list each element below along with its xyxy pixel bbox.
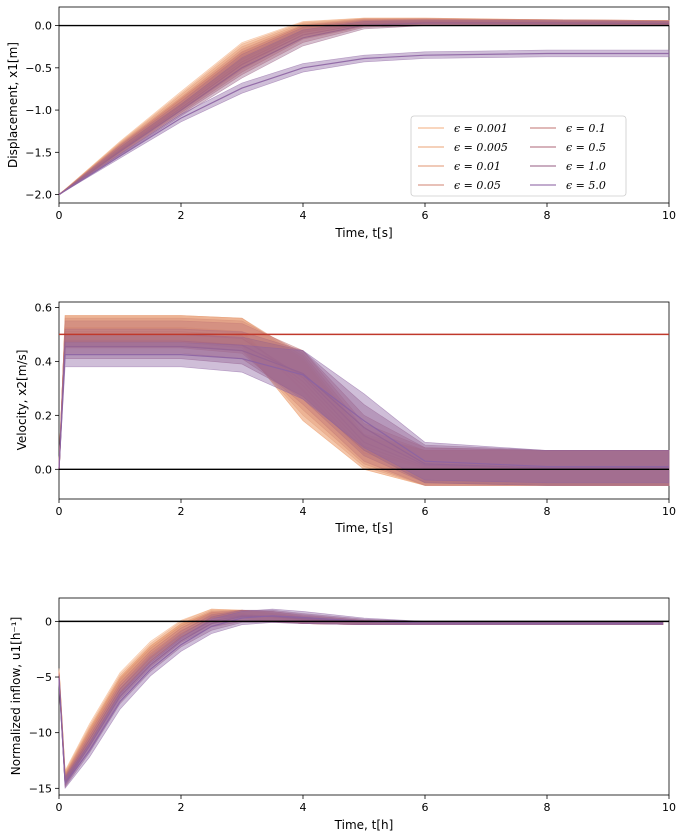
x-tick-label: 2: [178, 505, 185, 518]
y-tick-label: −2.0: [25, 189, 52, 202]
x-tick-label: 2: [178, 801, 185, 814]
x-tick-label: 10: [662, 505, 676, 518]
x-tick-label: 4: [300, 209, 307, 222]
series-bands: [58, 17, 670, 196]
tick-marks: 0 2 4 6 8 10 0.0 0.2 0.4 0.6: [35, 301, 677, 518]
y-tick-label: −1.0: [25, 104, 52, 117]
series-band-7: [58, 608, 664, 790]
series-line-6: [58, 22, 670, 196]
legend-label-5: ϵ = 0.5: [566, 141, 606, 154]
x-axis-label: Time, t[s]: [334, 226, 392, 240]
x-tick-label: 0: [56, 505, 63, 518]
y-tick-label: −5: [36, 671, 52, 684]
series-line-7: [58, 354, 669, 470]
x-tick-label: 6: [422, 801, 429, 814]
legend-label-7: ϵ = 5.0: [566, 179, 606, 192]
tick-marks: 0 2 4 6 8 10 −2.0 −1.5 −1.0 −0.5 0.0: [25, 20, 676, 222]
x-tick-label: 8: [544, 801, 551, 814]
y-tick-label: 0.0: [35, 20, 53, 33]
legend-label-2: ϵ = 0.01: [454, 160, 501, 173]
legend: ϵ = 0.001 ϵ = 0.005 ϵ = 0.01 ϵ = 0.05 ϵ = 0.…: [410, 115, 627, 197]
x-tick-label: 4: [300, 801, 307, 814]
y-tick-label: 0.0: [35, 463, 53, 476]
inflow-panel: 0 2 4 6 8 10 −15 −10 −5 0 Time, t[h] Normalized i…: [9, 597, 676, 832]
y-tick-label: 0.2: [35, 409, 53, 422]
legend-label-6: ϵ = 1.0: [566, 160, 606, 173]
legend-label-0: ϵ = 0.001: [454, 122, 508, 135]
reference-lines: [59, 333, 669, 471]
legend-frame: [410, 115, 627, 197]
x-tick-label: 0: [56, 801, 63, 814]
y-tick-label: −0.5: [25, 62, 52, 75]
y-axis-label: Velocity, x2[m/s]: [15, 350, 29, 451]
velocity-panel: 0 2 4 6 8 10 0.0 0.2 0.4 0.6 Time, t[s] Velocity,…: [15, 301, 676, 535]
displacement-panel: 0 2 4 6 8 10 −2.0 −1.5 −1.0 −0.5 0.0 Time, t[s] Di…: [6, 6, 676, 240]
plot-area: [58, 597, 670, 796]
y-axis-label: Normalized inflow, u1[h⁻¹]: [9, 617, 23, 776]
y-tick-label: −10: [29, 727, 52, 740]
y-tick-label: 0.6: [35, 301, 53, 314]
x-tick-label: 6: [422, 505, 429, 518]
y-tick-label: −1.5: [25, 146, 52, 159]
x-tick-label: 10: [662, 209, 676, 222]
tick-marks: 0 2 4 6 8 10 −15 −10 −5 0: [29, 615, 676, 814]
x-tick-label: 2: [178, 209, 185, 222]
series-line-7: [58, 615, 663, 785]
y-tick-label: 0: [45, 615, 52, 628]
legend-label-4: ϵ = 0.1: [566, 122, 606, 135]
x-tick-label: 8: [544, 209, 551, 222]
series-line-7: [58, 52, 669, 196]
x-tick-label: 10: [662, 801, 676, 814]
series-line-6: [58, 345, 669, 470]
y-axis-label: Displacement, x1[m]: [6, 42, 20, 168]
x-tick-label: 8: [544, 505, 551, 518]
y-tick-label: 0.4: [35, 355, 53, 368]
y-tick-label: −15: [29, 782, 52, 795]
legend-label-1: ϵ = 0.005: [454, 141, 508, 154]
x-axis-label: Time, t[s]: [334, 521, 392, 535]
x-tick-label: 6: [422, 209, 429, 222]
series-bands: [58, 608, 664, 790]
x-tick-label: 4: [300, 505, 307, 518]
x-axis-label: Time, t[h]: [334, 818, 394, 832]
x-tick-label: 0: [56, 209, 63, 222]
legend-label-3: ϵ = 0.05: [454, 179, 501, 192]
